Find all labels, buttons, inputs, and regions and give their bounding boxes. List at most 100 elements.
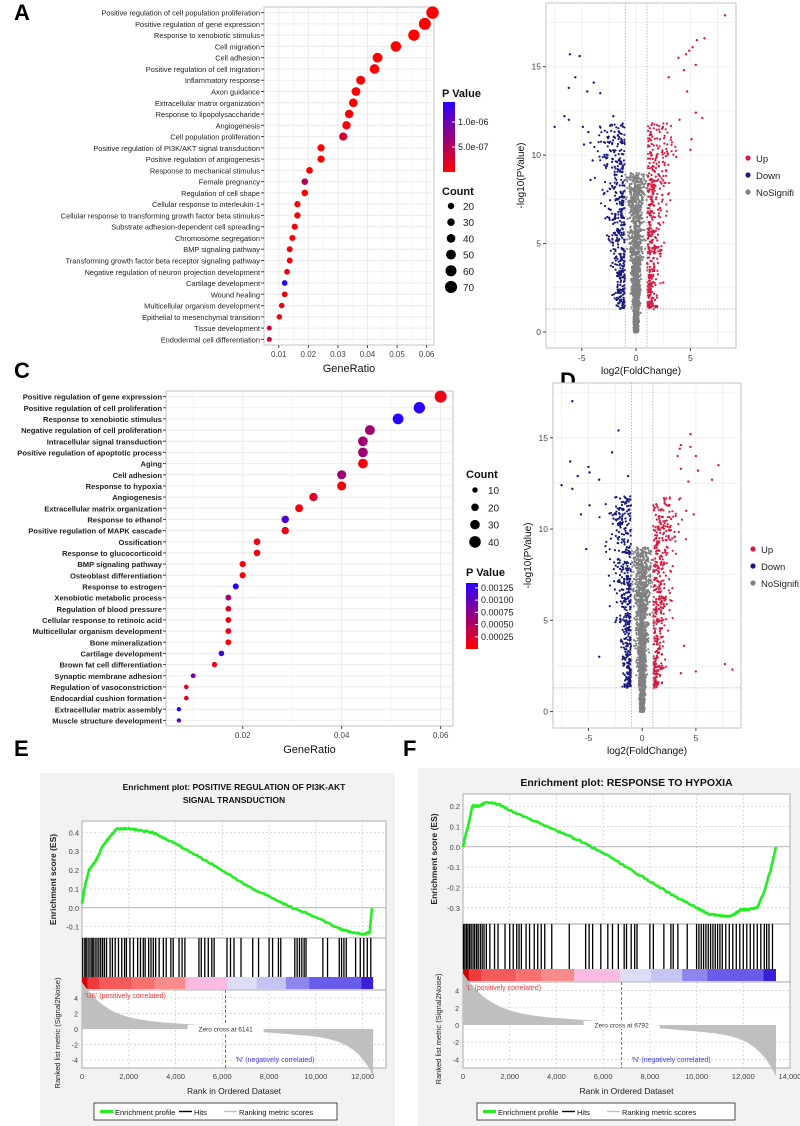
- down-point: [622, 662, 625, 665]
- down-point: [621, 192, 624, 195]
- up-point: [658, 145, 661, 148]
- down-point: [578, 54, 581, 58]
- down-point: [611, 261, 614, 264]
- up-point: [655, 144, 659, 147]
- down-point: [605, 165, 608, 168]
- up-point: [648, 178, 651, 181]
- down-point: [608, 218, 611, 221]
- ns-point: [637, 231, 640, 235]
- ns-point: [645, 187, 648, 190]
- down-point: [616, 565, 619, 569]
- up-point: [666, 523, 669, 526]
- down-point: [593, 176, 597, 179]
- up-point: [657, 580, 661, 584]
- down-point: [619, 277, 622, 281]
- up-point: [656, 525, 659, 528]
- down-point: [622, 216, 626, 220]
- up-point: [658, 517, 661, 520]
- size-legend-label: 70: [463, 283, 475, 294]
- up-point: [648, 189, 651, 192]
- down-point: [625, 666, 629, 669]
- category-label: Cartilage development: [81, 649, 163, 658]
- up-point: [647, 140, 650, 143]
- ns-point: [632, 206, 635, 209]
- up-point: [654, 650, 657, 654]
- up-point: [653, 630, 657, 633]
- up-point: [661, 149, 664, 152]
- up-point: [655, 544, 658, 547]
- up-point: [674, 149, 678, 152]
- ns-point: [636, 178, 639, 182]
- ns-point: [626, 176, 629, 179]
- ns-point: [637, 328, 640, 332]
- size-legend-label: 30: [488, 521, 500, 532]
- up-point: [650, 216, 654, 219]
- up-point: [650, 290, 654, 293]
- data-point: [294, 201, 301, 208]
- ns-point: [635, 171, 638, 175]
- down-point: [624, 633, 627, 636]
- up-point: [650, 181, 654, 184]
- ns-point: [638, 267, 642, 270]
- down-point: [617, 131, 621, 134]
- down-point: [581, 125, 585, 129]
- down-point: [622, 265, 625, 268]
- up-point: [660, 603, 663, 606]
- down-point: [618, 573, 622, 577]
- down-point: [614, 572, 618, 575]
- legend-marker: [745, 172, 751, 178]
- down-point: [611, 160, 614, 163]
- ns-point: [633, 217, 636, 220]
- down-point: [619, 614, 622, 617]
- up-point: [653, 545, 656, 548]
- down-point: [611, 142, 614, 146]
- up-point: [650, 154, 653, 157]
- down-point: [606, 140, 609, 143]
- ns-point: [633, 199, 636, 202]
- x-tick-label: 0.06: [433, 731, 449, 740]
- ns-point: [625, 196, 628, 199]
- ns-point: [631, 253, 634, 256]
- down-point: [611, 234, 614, 237]
- data-point: [351, 87, 361, 96]
- down-point: [603, 191, 606, 194]
- size-legend-label: 40: [488, 538, 500, 549]
- down-point: [619, 234, 622, 237]
- ns-point: [628, 187, 632, 190]
- down-point: [627, 623, 631, 626]
- down-point: [627, 578, 630, 581]
- down-point: [620, 141, 624, 144]
- down-point: [603, 204, 607, 208]
- up-point: [650, 124, 653, 127]
- data-point: [372, 52, 383, 63]
- up-point: [670, 124, 673, 128]
- up-point: [647, 231, 650, 234]
- down-point: [620, 247, 623, 251]
- down-point: [617, 273, 620, 276]
- down-point: [620, 568, 624, 571]
- up-point: [665, 147, 668, 151]
- down-point: [613, 165, 616, 168]
- down-point: [629, 605, 632, 609]
- down-point: [621, 170, 624, 173]
- y-axis-label: -log10(PValue): [516, 143, 527, 209]
- down-point: [622, 270, 625, 273]
- data-point: [392, 413, 404, 425]
- down-point: [621, 304, 624, 307]
- up-point: [694, 111, 698, 114]
- size-legend-title: Count: [442, 186, 474, 198]
- ns-point: [629, 178, 632, 181]
- up-point: [665, 210, 668, 213]
- category-label: Positive regulation of gene expression: [23, 393, 163, 402]
- down-point: [620, 258, 623, 261]
- down-point: [622, 606, 625, 609]
- down-point: [628, 580, 631, 583]
- up-point: [659, 282, 662, 285]
- down-point: [626, 682, 629, 685]
- up-point: [647, 157, 650, 160]
- up-point: [658, 528, 661, 531]
- up-point: [653, 578, 656, 582]
- up-point: [663, 587, 666, 590]
- up-point: [690, 138, 693, 141]
- ns-point: [629, 174, 632, 177]
